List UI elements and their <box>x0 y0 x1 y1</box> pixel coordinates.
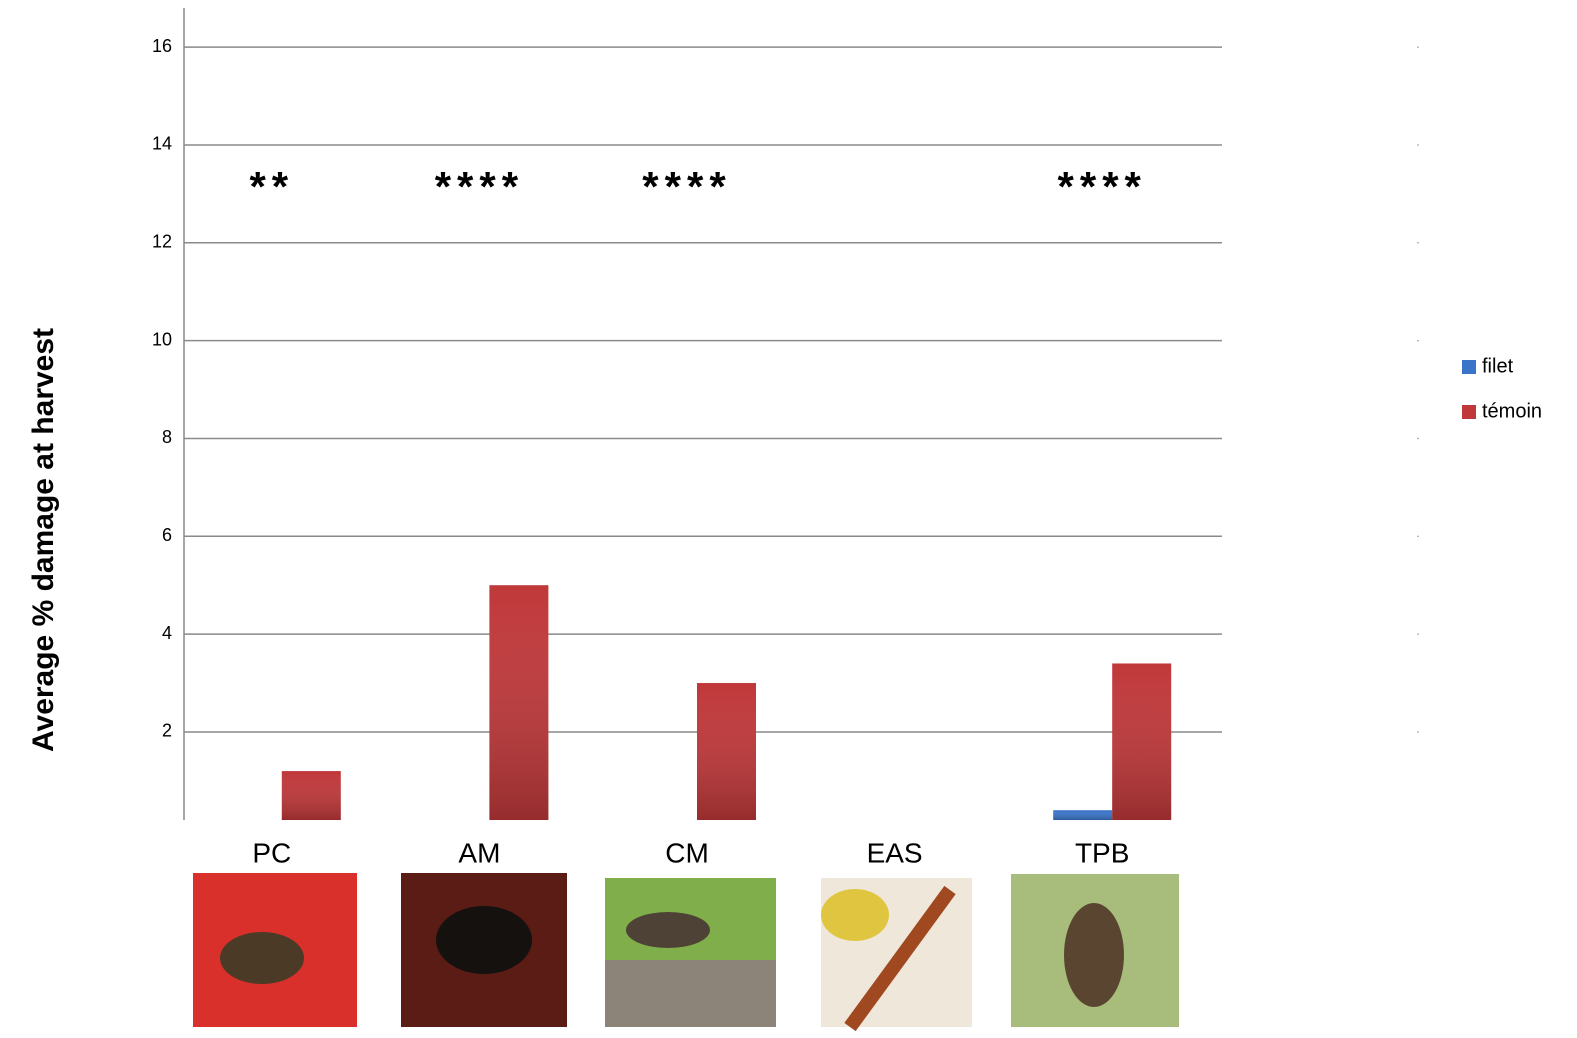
right-tick-dot <box>1417 633 1419 635</box>
x-tick-label: TPB <box>1075 837 1129 868</box>
bar-shade <box>1112 663 1172 820</box>
legend-label: témoin <box>1482 400 1542 422</box>
y-tick-label: 10 <box>152 329 172 349</box>
photo-insect <box>626 912 710 948</box>
photo-insect <box>844 885 956 1032</box>
bar-shade <box>638 820 697 830</box>
bar <box>638 820 697 830</box>
y-tick-label: 4 <box>162 623 172 643</box>
significance-label: ** <box>249 163 294 210</box>
bar <box>223 820 282 830</box>
significance-label: **** <box>435 163 524 210</box>
right-tick-dot <box>1417 144 1419 146</box>
y-tick-label: 16 <box>152 36 172 56</box>
right-tick-dot <box>1417 339 1419 342</box>
legend-label: filet <box>1482 355 1514 377</box>
photo-insect <box>436 906 532 974</box>
x-tick-label: PC <box>252 837 291 868</box>
bar-shade <box>281 771 341 820</box>
x-tick-label: EAS <box>867 837 923 868</box>
right-tick-dot <box>1417 731 1419 733</box>
photo-insect <box>220 932 304 984</box>
bar-shade <box>697 683 756 820</box>
bar <box>430 820 489 830</box>
right-tick-dot <box>1417 437 1419 440</box>
right-tick-dot <box>1417 535 1419 538</box>
right-tick-dot <box>1417 241 1419 244</box>
bar-shade <box>905 820 964 830</box>
bar-shade <box>489 585 549 820</box>
y-tick-label: 2 <box>162 721 172 741</box>
x-tick-label: CM <box>665 837 709 868</box>
bar <box>905 820 964 830</box>
bar-shade <box>1053 810 1113 820</box>
y-axis-label: Average % damage at harvest <box>27 328 60 752</box>
bars <box>223 585 1172 830</box>
photo-insect <box>1064 903 1124 1007</box>
photo-branch <box>605 960 776 1027</box>
bar-shade <box>430 820 489 830</box>
bar-shade <box>223 820 282 830</box>
right-tick-dot <box>1417 46 1419 48</box>
bar <box>846 820 905 830</box>
legend-swatch <box>1462 360 1476 374</box>
significance-label: **** <box>642 163 731 210</box>
photo-flower <box>821 889 889 941</box>
legend-swatch <box>1462 405 1476 419</box>
y-tick-label: 14 <box>152 134 172 154</box>
y-tick-label: 8 <box>162 427 172 447</box>
y-tick-label: 12 <box>152 232 172 252</box>
insect-photos <box>193 873 1179 1032</box>
x-tick-label: AM <box>458 837 500 868</box>
y-tick-label: 6 <box>162 525 172 545</box>
bar-shade <box>846 820 905 830</box>
significance-label: **** <box>1058 163 1147 210</box>
